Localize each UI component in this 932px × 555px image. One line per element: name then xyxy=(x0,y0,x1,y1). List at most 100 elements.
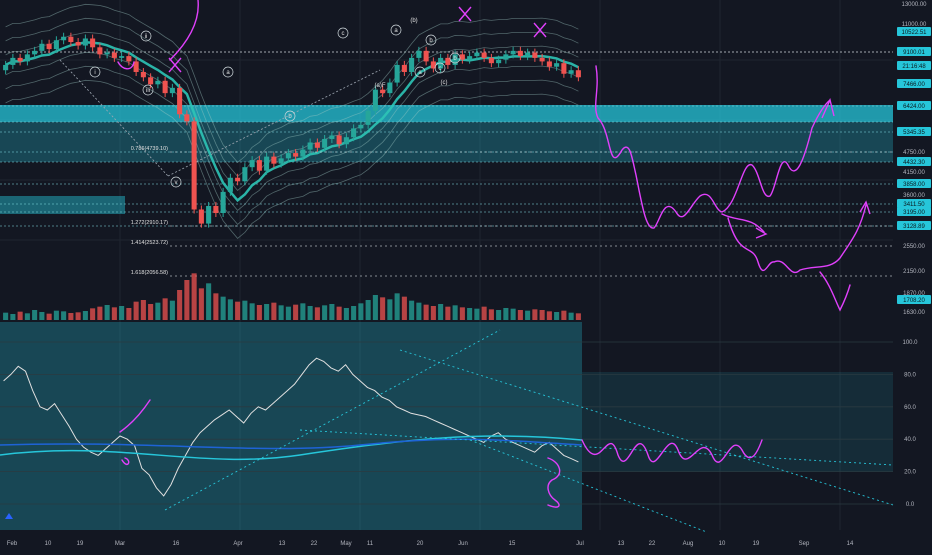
price-tag xyxy=(897,27,931,36)
volume-bar xyxy=(539,310,545,320)
volume-bar xyxy=(351,306,357,320)
volume-bar xyxy=(53,310,59,320)
volume-bar xyxy=(401,296,407,320)
time-axis-label: 15 xyxy=(509,541,516,547)
projection-stroke xyxy=(727,204,867,273)
volume-bar xyxy=(467,308,473,320)
candle-body xyxy=(445,57,451,65)
price-axis-label: 4750.00 xyxy=(903,150,925,156)
time-axis-label: 22 xyxy=(649,541,656,547)
wave-label: (a)F xyxy=(375,83,386,89)
oscillator-ma-line xyxy=(0,435,583,461)
volume-bar xyxy=(206,283,212,320)
wave-label-circle xyxy=(337,27,349,39)
volume-bar xyxy=(568,312,574,320)
candle-body xyxy=(459,54,465,60)
candle-body xyxy=(568,70,574,74)
wave-label-circle xyxy=(390,24,402,36)
candle-body xyxy=(481,52,487,58)
volume-bar xyxy=(474,308,480,320)
volume-bar xyxy=(126,308,132,320)
band-line xyxy=(5,79,579,239)
candle-body xyxy=(546,61,552,67)
volume-bar xyxy=(271,302,277,320)
time-axis-label: 13 xyxy=(279,541,286,547)
candle-body xyxy=(322,138,328,148)
candle-body xyxy=(3,64,9,71)
candle-body xyxy=(467,56,473,60)
volume-bar xyxy=(155,302,161,320)
candle-body xyxy=(39,43,45,51)
oscillator-pane: 100.0 80.0 60.0 40.0 20.0 0.0 xyxy=(0,322,918,546)
price-axis-label: 13000.00 xyxy=(901,2,927,8)
price-axis: 13000.00 11000.00 10522.51 9100.01 21:16:48 7… xyxy=(895,0,932,320)
volume-bar xyxy=(140,300,146,320)
band-line xyxy=(5,65,579,225)
volume-bar xyxy=(10,314,16,320)
fib-label: 0.786(4739.10) xyxy=(131,146,168,152)
price-tag xyxy=(897,199,931,208)
candle-body xyxy=(198,209,204,224)
volume-bar xyxy=(517,310,523,320)
candle-body xyxy=(32,50,38,55)
volume-bar xyxy=(39,312,45,320)
band-line xyxy=(5,17,579,177)
wave-label: a xyxy=(418,70,422,76)
projection-stroke xyxy=(721,213,765,233)
projection-stroke xyxy=(121,457,130,465)
price-axis-label: 9100.01 xyxy=(903,50,925,56)
candle-body xyxy=(97,47,103,55)
candle-body xyxy=(264,156,270,171)
volume-bar xyxy=(46,313,52,320)
candle-body xyxy=(285,153,291,159)
price-axis-label: 7466.00 xyxy=(903,82,925,88)
volume-bar xyxy=(90,308,96,320)
wave-label: a xyxy=(394,28,398,34)
osc-tick-label: 80.0 xyxy=(904,372,916,378)
projection-stroke xyxy=(119,399,151,433)
candle-body xyxy=(24,54,30,62)
wave-label: (b) xyxy=(410,18,417,24)
volume-bar xyxy=(459,307,465,320)
osc-tick-label: 100.0 xyxy=(902,340,918,346)
volume-bar xyxy=(575,313,581,320)
candle-body xyxy=(220,191,226,214)
time-axis-label: Feb xyxy=(7,541,18,547)
candle-body xyxy=(293,153,299,157)
zone-6424 xyxy=(0,105,893,122)
time-axis: Feb 10 19 Mar 16 Apr 13 22 May 11 20 Jun 15 Jul 13 22 Au… xyxy=(0,513,932,550)
volume-bar xyxy=(3,312,9,320)
candle-body xyxy=(394,64,400,83)
candle-body xyxy=(372,89,378,111)
wave-label: iii xyxy=(146,88,150,94)
candle-body xyxy=(90,38,96,48)
wave-label: b xyxy=(288,114,292,120)
candle-body xyxy=(235,177,241,182)
wave-label: b xyxy=(453,56,457,62)
wave-label: i xyxy=(94,70,95,76)
candle-body xyxy=(256,160,262,171)
price-axis-label: 3411.50 xyxy=(903,202,925,208)
price-axis-label: 6424.00 xyxy=(903,104,925,110)
volume-bars xyxy=(3,273,581,320)
zone-4432 xyxy=(0,122,893,162)
candle-body xyxy=(184,114,190,122)
candle-body xyxy=(510,50,516,55)
osc-trend-line xyxy=(164,329,501,511)
wave-label: c xyxy=(342,31,345,37)
cross-mark xyxy=(458,6,472,22)
price-axis-label: 3128.89 xyxy=(903,224,925,230)
candle-body xyxy=(380,89,386,94)
volume-bar xyxy=(242,300,248,320)
volume-bar xyxy=(329,304,335,320)
candle-body xyxy=(532,52,538,58)
time-axis-label: 14 xyxy=(847,541,854,547)
volume-bar xyxy=(343,308,349,320)
candle-body xyxy=(271,156,277,164)
volume-bar xyxy=(416,302,422,320)
volume-bar xyxy=(488,309,494,320)
candle-body xyxy=(249,160,255,168)
